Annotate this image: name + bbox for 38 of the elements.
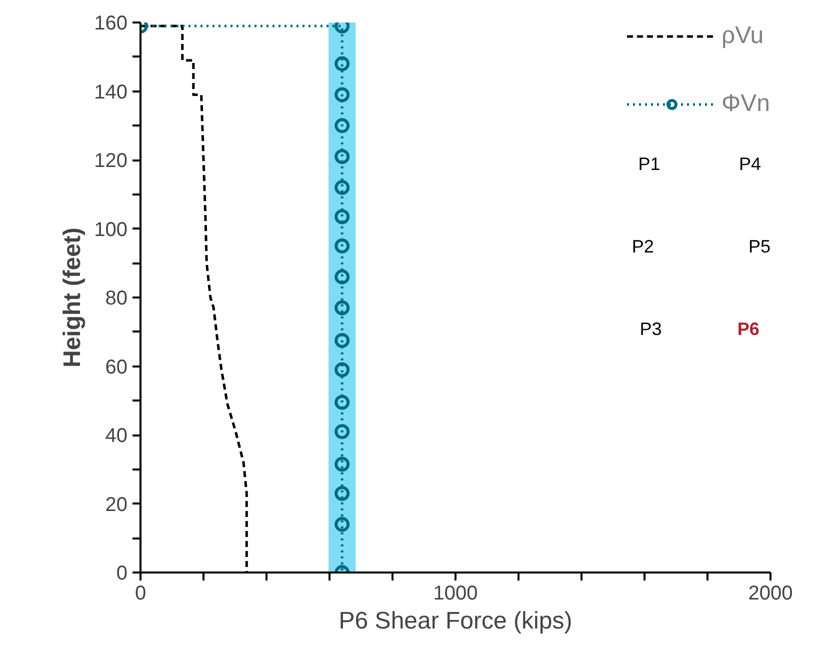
legend-label: ΦVn [721, 90, 770, 118]
point [334, 332, 350, 348]
point [334, 300, 350, 316]
y-tick-label: 140 [94, 81, 128, 104]
y-tick-label: 120 [94, 150, 128, 172]
y-axis-title: Height (feet) [59, 227, 86, 368]
x-tick-label: 2000 [748, 582, 793, 604]
point [334, 362, 350, 378]
y-tick-label: 40 [105, 425, 128, 447]
y-tick-label: 80 [105, 288, 128, 310]
annotation: P4 [739, 154, 762, 174]
y-tick-label: 20 [105, 494, 128, 516]
point [334, 118, 350, 134]
point [334, 486, 350, 501]
point [334, 56, 350, 72]
x-tick-label: 0 [134, 582, 146, 604]
x-axis-title: P6 Shear Force (kips) [338, 608, 572, 634]
point [334, 149, 350, 164]
annotation: P6 [737, 318, 760, 339]
point [334, 209, 350, 224]
annotation: P1 [638, 154, 660, 174]
point [334, 516, 350, 532]
point [334, 456, 350, 472]
legend-label: ρVu [721, 22, 764, 50]
point [334, 87, 350, 102]
y-tick-label: 100 [94, 218, 128, 241]
point [334, 238, 350, 254]
x-tick-label: 1000 [433, 582, 478, 604]
y-tick-label: 0 [116, 562, 128, 584]
point [334, 424, 350, 440]
annotation: P3 [640, 318, 662, 339]
y-tick-label: 60 [105, 356, 128, 378]
annotation: P2 [632, 236, 654, 256]
point [334, 269, 350, 284]
point [334, 180, 350, 195]
annotation: P5 [748, 236, 770, 256]
y-tick-label: 160 [94, 12, 128, 34]
point [334, 394, 350, 410]
